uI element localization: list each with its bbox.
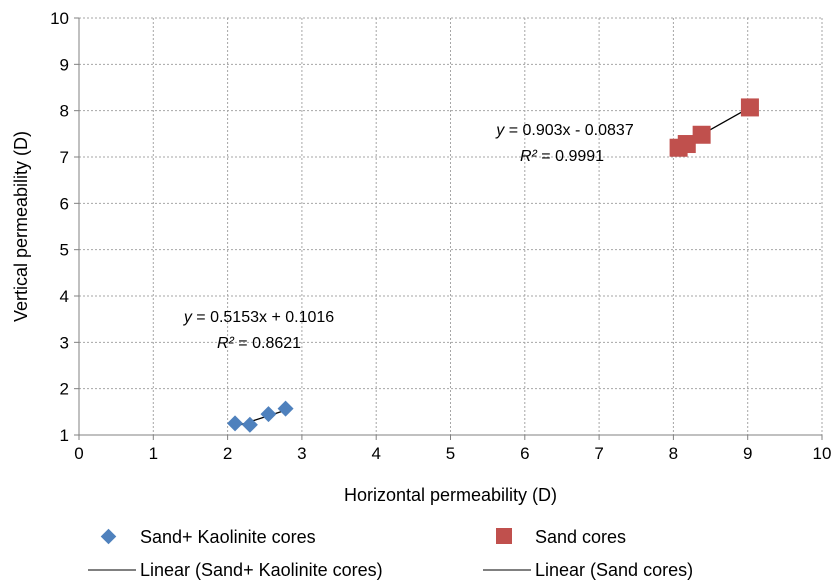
r2-label-kaolinite: R² = 0.8621 [217,335,301,352]
legend-marker-diamond [100,528,117,545]
r2-label-sand: R² = 0.9991 [520,148,604,165]
point-sand [692,125,711,144]
x-axis-title: Horizontal permeability (D) [344,485,557,505]
legend-item-sand-cores: Sand cores [496,527,626,547]
y-tick-label: 1 [60,426,69,445]
equation-label-sand: y = 0.903x - 0.0837 [495,122,634,139]
y-tick-label: 6 [60,194,69,213]
point-kaolinite [227,415,244,432]
x-tick-label: 3 [297,444,306,463]
y-axis-title: Vertical permeability (D) [11,131,31,322]
x-tick-label: 5 [446,444,455,463]
r2-symbol: R² [520,148,538,165]
legend: Sand+ Kaolinite cores Sand cores Linear … [88,527,693,580]
x-tick-label: 9 [743,444,752,463]
legend-marker-square [496,528,512,544]
point-kaolinite [260,406,277,423]
r2-symbol: R² [217,335,235,352]
trendline-0 [234,409,286,428]
y-tick-label: 2 [60,380,69,399]
y-tick-label: 4 [60,287,69,306]
axes [74,17,823,440]
legend-label-linear-kaolinite: Linear (Sand+ Kaolinite cores) [140,560,383,580]
x-tick-label: 4 [371,444,380,463]
x-tick-label: 1 [149,444,158,463]
x-tick-label: 0 [74,444,83,463]
point-kaolinite [241,416,258,433]
x-tick-label: 10 [813,444,832,463]
x-tick-label: 7 [594,444,603,463]
point-kaolinite [277,400,294,417]
legend-item-kaolinite-cores: Sand+ Kaolinite cores [100,527,316,547]
legend-label-sand-cores: Sand cores [535,527,626,547]
legend-label-linear-sand: Linear (Sand cores) [535,560,693,580]
x-tick-label: 2 [223,444,232,463]
y-tick-label: 10 [50,9,69,28]
point-sand [740,98,759,117]
equation-text: = 0.5153x + 0.1016 [192,309,334,326]
legend-item-linear-kaolinite: Linear (Sand+ Kaolinite cores) [88,560,383,580]
legend-label-kaolinite-cores: Sand+ Kaolinite cores [140,527,316,547]
grid-lines [79,17,823,435]
equation-label-kaolinite: y = 0.5153x + 0.1016 [183,309,334,326]
y-tick-label: 5 [60,241,69,260]
point-sand [677,135,696,154]
r2-value: = 0.9991 [537,148,604,165]
equation-var: y [183,309,193,326]
x-tick-label: 6 [520,444,529,463]
legend-item-linear-sand: Linear (Sand cores) [483,560,693,580]
y-tick-label: 9 [60,55,69,74]
y-tick-label: 3 [60,333,69,352]
x-tick-label: 8 [669,444,678,463]
equation-var: y [495,122,505,139]
equation-text: = 0.903x - 0.0837 [504,122,634,139]
data-points [227,98,759,433]
y-tick-label: 8 [60,102,69,121]
y-tick-label: 7 [60,148,69,167]
r2-value: = 0.8621 [234,335,301,352]
